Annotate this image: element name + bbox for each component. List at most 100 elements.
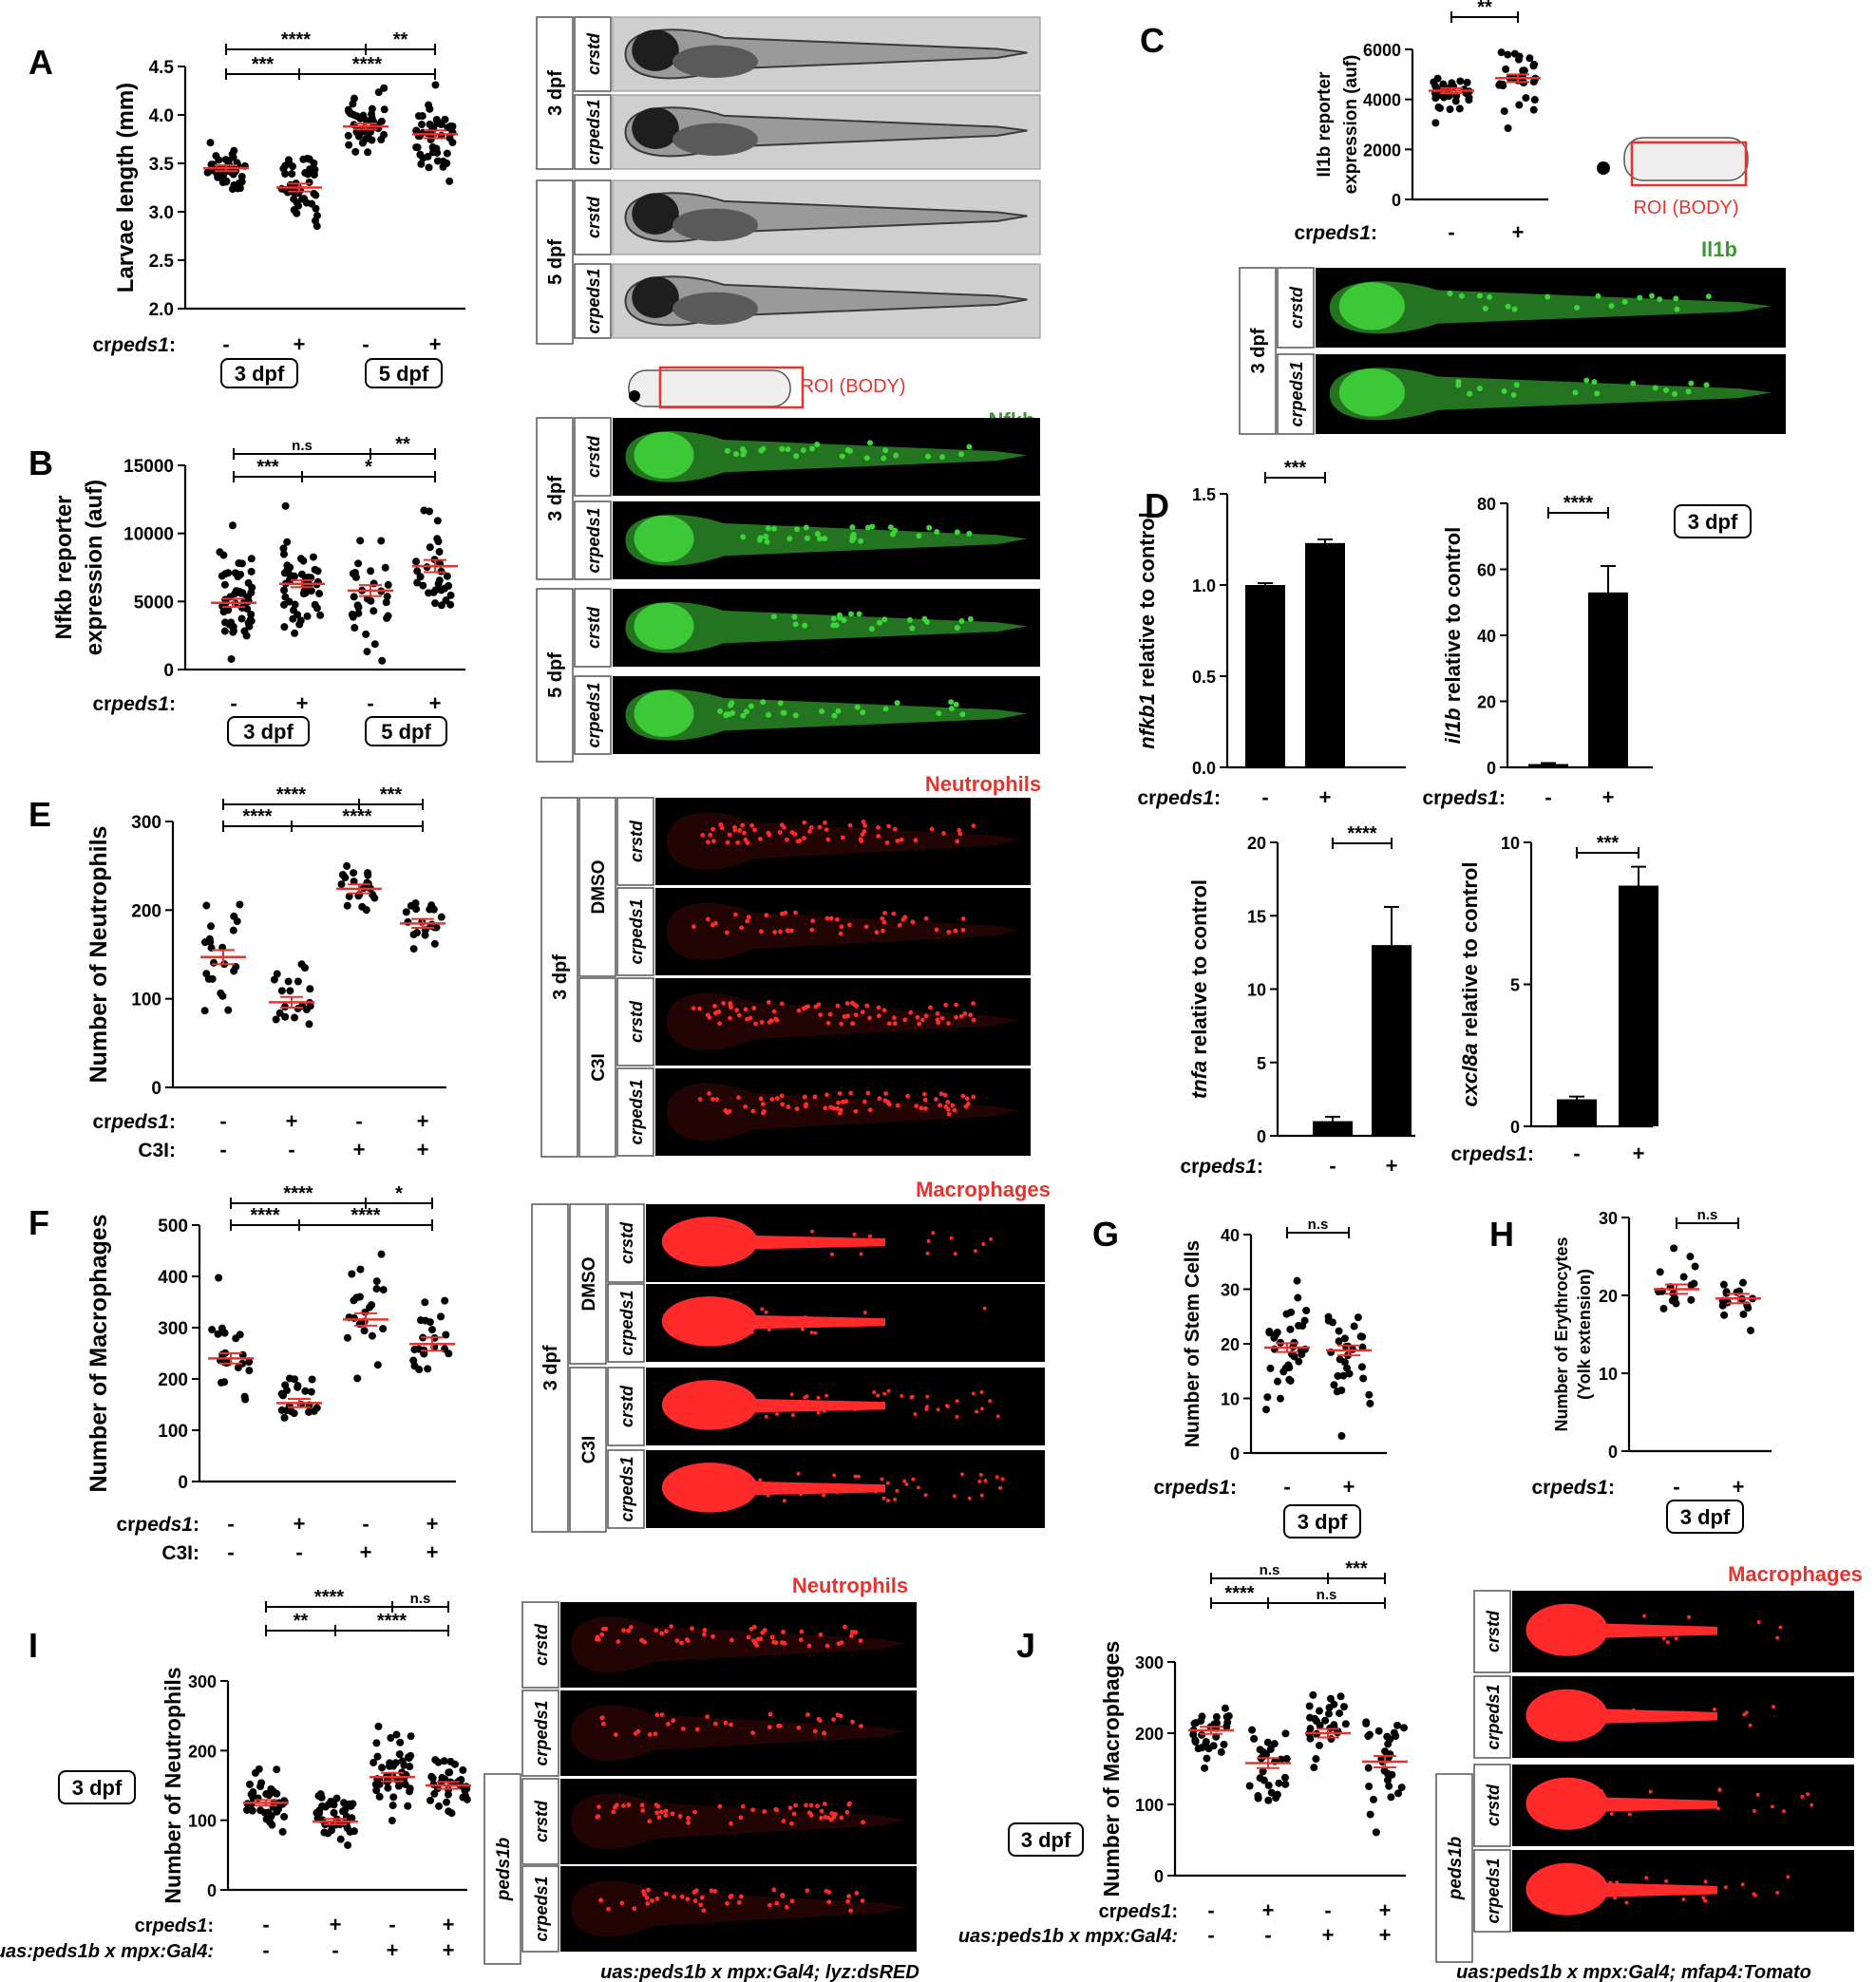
group-sign: + <box>1512 220 1525 244</box>
cell-dot <box>802 622 808 629</box>
cell-dot <box>954 1002 958 1008</box>
data-point <box>372 1277 381 1286</box>
data-point <box>1446 105 1454 114</box>
data-point <box>283 538 292 546</box>
micrograph <box>612 179 1041 255</box>
cell-dot <box>1648 1789 1653 1794</box>
cell-dot <box>837 1091 843 1096</box>
data-point <box>446 600 455 609</box>
cell-dot <box>831 1717 836 1723</box>
data-point <box>229 628 237 636</box>
cell-dot <box>858 1638 863 1644</box>
cell-dot <box>614 1803 619 1808</box>
cell-dot <box>717 1243 722 1248</box>
larva-eye <box>632 193 679 235</box>
dpf-side-label-text: 3 dpf <box>540 1345 561 1390</box>
data-point <box>445 134 454 142</box>
micrograph <box>613 418 1040 496</box>
data-point <box>290 195 298 203</box>
y-tick-label: 4.0 <box>149 106 174 126</box>
data-point <box>442 1331 450 1339</box>
cell-dot <box>862 829 867 834</box>
cell-dot <box>812 1094 818 1100</box>
micrograph <box>1512 1591 1854 1672</box>
cell-dot <box>642 1892 647 1897</box>
cell-dot <box>791 613 798 620</box>
data-point <box>437 601 445 610</box>
data-point <box>1341 1720 1350 1728</box>
cell-dot <box>740 822 746 828</box>
cell-dot <box>845 1013 851 1019</box>
micrograph <box>1316 268 1786 348</box>
data-point <box>237 614 246 623</box>
cell-dot <box>876 1393 881 1398</box>
dpf-box <box>365 716 447 746</box>
cell-dot <box>866 440 873 446</box>
data-point <box>428 143 437 152</box>
data-point <box>281 501 290 510</box>
group-sign: + <box>1602 785 1615 809</box>
cell-dot <box>877 619 883 626</box>
cell-dot <box>856 611 862 617</box>
cell-dot <box>957 451 964 458</box>
cell-dot <box>885 1498 890 1502</box>
data-point <box>307 587 315 595</box>
data-point <box>341 1805 350 1814</box>
cell-dot <box>936 710 942 717</box>
cell-dot <box>740 534 747 540</box>
cell-dot <box>787 1805 793 1811</box>
data-point <box>395 1750 404 1759</box>
group-sign: + <box>330 1913 342 1936</box>
data-point <box>371 1780 380 1788</box>
data-point <box>1383 1776 1392 1784</box>
cell-dot <box>663 1891 669 1897</box>
cell-dot <box>755 1636 761 1642</box>
data-point <box>1445 92 1453 101</box>
data-point <box>281 593 290 601</box>
y-tick-label: 10000 <box>123 525 174 545</box>
cell-dot <box>836 1100 841 1105</box>
roi-larva-schematic <box>1623 137 1749 181</box>
image-row-label <box>1473 1764 1511 1847</box>
cell-dot <box>926 1238 931 1243</box>
larva-body <box>666 902 1020 960</box>
data-point <box>442 1798 450 1806</box>
cell-dot <box>733 1471 738 1476</box>
cell-dot <box>785 837 789 842</box>
significance-label: n.s <box>1697 1207 1718 1223</box>
cell-dot <box>654 1803 659 1808</box>
cell-dot <box>767 1902 772 1908</box>
cell-dot <box>779 445 786 452</box>
data-point <box>350 869 358 878</box>
cell-dot <box>680 1726 686 1731</box>
cell-dot <box>707 1015 712 1020</box>
data-point <box>206 139 215 147</box>
treatment-label-text: DMSO <box>579 1257 599 1312</box>
y-axis-label: Larvae length (mm) <box>113 83 139 293</box>
cell-dot <box>971 1017 976 1023</box>
data-point <box>1321 1716 1330 1725</box>
data-point <box>286 563 294 572</box>
cell-dot <box>1594 390 1601 397</box>
larva-body <box>571 1705 906 1762</box>
data-point <box>429 905 438 914</box>
cell-dot <box>922 1105 928 1111</box>
cell-dot <box>771 1009 777 1014</box>
cell-dot <box>977 1480 982 1484</box>
cell-dot <box>916 1485 920 1490</box>
data-point <box>1386 1735 1394 1744</box>
data-point <box>1359 1374 1368 1383</box>
cell-dot <box>621 1803 626 1808</box>
cell-dot <box>717 1803 723 1809</box>
data-point <box>1316 1721 1324 1729</box>
data-point <box>345 141 353 149</box>
cell-dot <box>728 1895 733 1899</box>
y-tick-label: 4000 <box>1363 91 1401 110</box>
cell-dot <box>1748 1723 1753 1727</box>
data-point <box>373 1361 382 1369</box>
data-point <box>1340 1703 1349 1711</box>
cell-dot <box>736 1012 742 1018</box>
group-sign: + <box>1379 1923 1392 1947</box>
larva-body <box>625 601 1028 653</box>
cell-dot <box>757 836 763 841</box>
